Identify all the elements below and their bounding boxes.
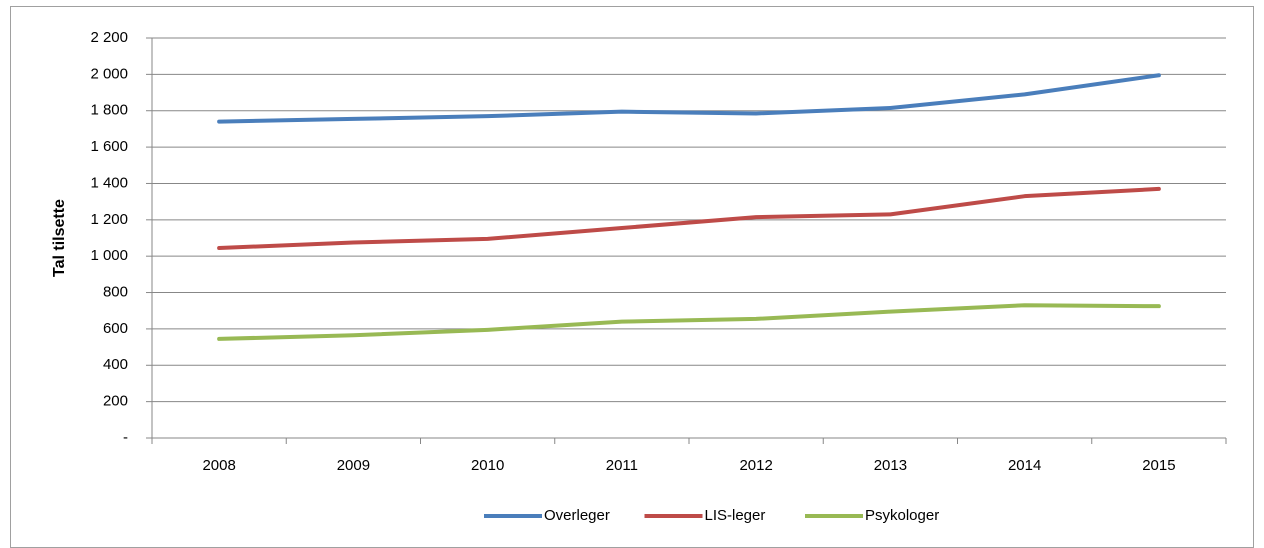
y-tick-label: 2 200 xyxy=(90,29,128,46)
y-tick-label: 1 800 xyxy=(90,102,128,119)
y-axis-label: Tal tilsette xyxy=(51,199,68,277)
line-series xyxy=(217,73,1161,124)
x-tick-label: 2008 xyxy=(202,457,235,474)
y-tick-label: 1 600 xyxy=(90,138,128,155)
x-tick-label: 2009 xyxy=(337,457,370,474)
y-tick-label: 400 xyxy=(103,356,128,373)
legend-label: Overleger xyxy=(544,507,610,524)
x-tick-label: 2013 xyxy=(874,457,907,474)
legend-label: Psykologer xyxy=(865,507,939,524)
x-tick-label: 2011 xyxy=(606,457,638,474)
y-tick-label: 2 000 xyxy=(90,65,128,82)
y-tick-label: 200 xyxy=(103,393,128,410)
y-tick-label: 1 000 xyxy=(90,247,128,264)
y-tick-label: - xyxy=(123,429,128,446)
y-tick-label: 600 xyxy=(103,320,128,337)
y-tick-label: 800 xyxy=(103,284,128,301)
x-tick-label: 2010 xyxy=(471,457,504,474)
y-tick-label: 1 400 xyxy=(90,174,128,191)
legend-label: LIS-leger xyxy=(705,507,766,524)
chart-border xyxy=(10,6,1254,548)
x-tick-label: 2012 xyxy=(739,457,772,474)
line-series xyxy=(217,186,1161,250)
y-tick-label: 1 200 xyxy=(90,211,128,228)
line-series xyxy=(217,303,1161,341)
x-tick-label: 2015 xyxy=(1142,457,1175,474)
x-tick-label: 2014 xyxy=(1008,457,1041,474)
